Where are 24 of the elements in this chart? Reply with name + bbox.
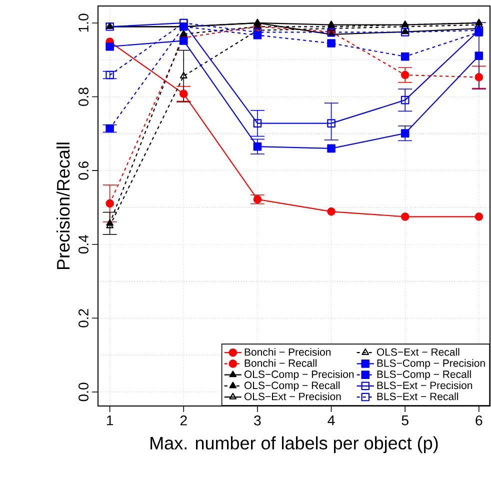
y-tick-label: 0.2 [78,309,88,328]
legend-label: Bonchi − Precision [244,348,331,356]
x-tick-label: 2 [180,416,187,426]
legend-label: OLS−Comp − Precision [244,370,354,380]
legend-label: BLS−Comp − Recall [377,370,471,380]
x-tick-label: 6 [476,416,482,426]
x-tick-label: 3 [254,416,261,426]
x-tick-label: 5 [402,416,408,426]
legend-label: OLS−Ext − Recall [376,348,460,356]
y-axis-title: Precision/Recall [56,142,70,270]
y-tick-label: 0.0 [78,382,88,402]
y-tick-label: 0.6 [78,161,88,180]
x-axis-title: Max. number of labels per object (p) [150,436,438,454]
x-tick-label: 1 [106,416,114,426]
legend-label: BLS−Ext − Recall [377,392,458,400]
legend-label: BLS−Ext − Precision [377,381,472,390]
legend-label: OLS−Comp − Recall [244,381,340,392]
y-tick-label: 0.8 [78,88,88,106]
legend-label: Bonchi − Recall [244,359,317,367]
x-tick-label: 4 [328,416,335,426]
legend-label: OLS−Ext − Precision [244,392,341,400]
y-tick-label: 0.4 [78,235,88,254]
legend-label: BLS−Comp − Precision [377,359,485,369]
y-tick-label: 1.0 [78,14,88,32]
